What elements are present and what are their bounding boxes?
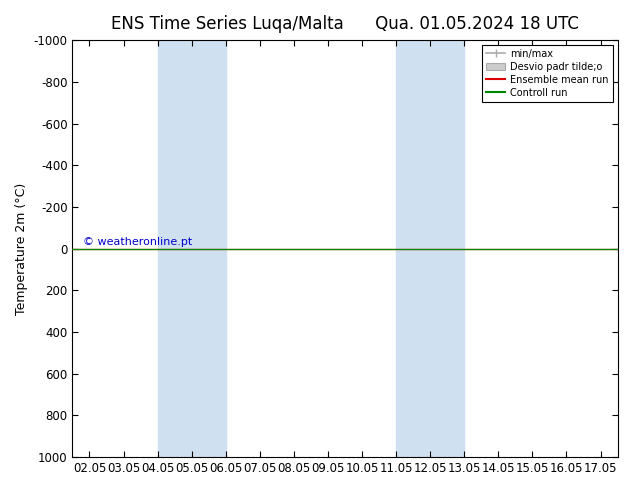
Bar [158, 40, 226, 457]
Legend: min/max, Desvio padr tilde;o, Ensemble mean run, Controll run: min/max, Desvio padr tilde;o, Ensemble m… [482, 45, 612, 101]
Y-axis label: Temperature 2m (°C): Temperature 2m (°C) [15, 182, 28, 315]
Title: ENS Time Series Luqa/Malta      Qua. 01.05.2024 18 UTC: ENS Time Series Luqa/Malta Qua. 01.05.20… [111, 15, 579, 33]
Bar [396, 40, 464, 457]
Text: © weatheronline.pt: © weatheronline.pt [83, 237, 193, 247]
